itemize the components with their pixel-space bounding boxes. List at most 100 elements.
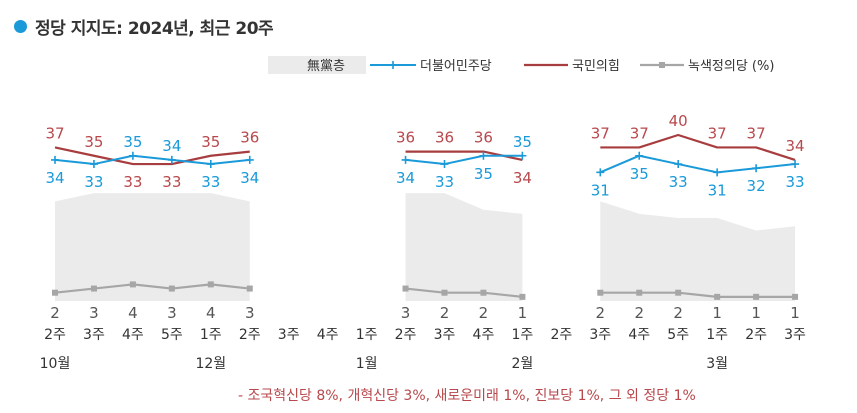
- green-party-data-label: 2: [596, 304, 606, 322]
- ppp-data-label: 37: [708, 124, 727, 142]
- democratic-marker: [440, 160, 449, 169]
- democratic-marker: [167, 155, 176, 164]
- x-month-label: 1월: [356, 356, 378, 372]
- x-month-label: 10월: [40, 356, 71, 372]
- green-party-data-label: 1: [751, 304, 761, 322]
- x-tick-label: 1주: [512, 327, 534, 343]
- undecided-area-2: [405, 193, 523, 301]
- x-tick-label: 3주: [434, 327, 456, 343]
- green-party-marker: [207, 281, 214, 288]
- green-party-marker: [519, 293, 526, 300]
- democratic-marker: [479, 151, 488, 160]
- green-party-marker: [129, 281, 136, 288]
- green-party-marker: [753, 293, 760, 300]
- ppp-data-label: 36: [240, 129, 259, 147]
- legend-label-green-party: 녹색정의당 (%): [688, 59, 774, 74]
- x-tick-label: 3주: [784, 327, 806, 343]
- chart-legend: 無黨층 더불어민주당 국민의힘 녹색정의당 (%): [268, 56, 774, 74]
- democratic-data-label: 34: [240, 169, 259, 187]
- green-party-data-label: 3: [89, 304, 99, 322]
- green-party-marker: [441, 289, 448, 296]
- democratic-data-label: 33: [786, 173, 805, 191]
- green-party-data-label: 2: [50, 304, 60, 322]
- ppp-data-label: 37: [747, 124, 766, 142]
- green-party-marker: [246, 285, 253, 292]
- ppp-line-1: [54, 146, 250, 166]
- democratic-data-label: 33: [435, 173, 454, 191]
- x-tick-label: 2주: [44, 327, 66, 343]
- green-party-marker: [90, 285, 97, 292]
- ppp-data-label: 35: [84, 133, 103, 151]
- undecided-area-3: [600, 201, 796, 301]
- x-tick-label: 4주: [122, 327, 144, 343]
- green-party-data-label: 1: [712, 304, 722, 322]
- democratic-data-label: 33: [669, 173, 688, 191]
- legend-label-ppp: 국민의힘: [572, 59, 620, 74]
- green-party-marker: [480, 289, 487, 296]
- democratic-marker: [128, 151, 137, 160]
- democratic-line-2: [405, 154, 523, 166]
- green-party-data-label: 3: [167, 304, 177, 322]
- x-axis: 2주 3주 4주 5주 1주 2주 3주 4주 1주 2주 3주 4주 1주 2주 3주 4주 5주 1주 2주 3주…: [40, 327, 806, 372]
- ppp-data-label: 37: [630, 124, 649, 142]
- chart-title: 정당 지지도: 2024년, 최근 20주: [35, 19, 274, 39]
- undecided-area-1: [55, 193, 250, 301]
- green-party-marker: [675, 289, 682, 296]
- green-party-marker: [714, 293, 721, 300]
- ppp-data-label: 34: [513, 169, 532, 187]
- democratic-data-label: 32: [747, 177, 766, 195]
- x-tick-label: 3주: [278, 327, 300, 343]
- ppp-data-label: 36: [396, 129, 415, 147]
- green-party-marker: [597, 289, 604, 296]
- green-party-line-2: [405, 287, 523, 298]
- x-tick-label: 5주: [161, 327, 183, 343]
- green-party-data-label: 2: [634, 304, 644, 322]
- ppp-data-label: 33: [123, 173, 142, 191]
- ppp-data-label: 33: [162, 173, 181, 191]
- legend-marker-democratic: [389, 61, 397, 69]
- democratic-data-label: 31: [591, 181, 610, 199]
- democratic-marker: [51, 155, 59, 164]
- green-party-data-label: 4: [206, 304, 216, 322]
- x-tick-label: 4주: [473, 327, 495, 343]
- democratic-data-label: 35: [123, 133, 142, 151]
- green-party-data-label: 2: [673, 304, 683, 322]
- democratic-marker: [401, 155, 410, 164]
- democratic-marker: [674, 160, 683, 169]
- chart-title-group: 정당 지지도: 2024년, 최근 20주: [14, 14, 274, 39]
- undecided-area-layer: [55, 193, 796, 301]
- ppp-data-label: 37: [45, 124, 64, 142]
- green-party-line-1: [54, 283, 250, 294]
- ppp-data-label: 40: [669, 112, 688, 130]
- x-tick-label: 2주: [395, 327, 417, 343]
- democratic-marker: [596, 168, 605, 177]
- democratic-data-label: 34: [45, 169, 64, 187]
- green-party-data-label: 3: [245, 304, 255, 322]
- democratic-data-label: 35: [513, 133, 532, 151]
- democratic-line-3: [599, 154, 796, 174]
- ppp-data-label: 37: [591, 124, 610, 142]
- x-tick-label: 2주: [239, 327, 261, 343]
- green-party-marker: [52, 289, 58, 296]
- legend-label-undecided: 無黨층: [307, 59, 345, 74]
- legend-swatch-undecided: [268, 56, 366, 74]
- green-party-marker: [168, 285, 175, 292]
- legend-label-democratic: 더불어민주당: [420, 59, 492, 74]
- x-tick-label: 3주: [589, 327, 611, 343]
- x-tick-label: 2주: [745, 327, 767, 343]
- green-party-line-3: [600, 291, 796, 298]
- green-party-data-label: 1: [790, 304, 800, 322]
- legend-marker-green-party: [659, 62, 665, 68]
- ppp-data-label: 36: [474, 129, 493, 147]
- democratic-marker: [752, 164, 761, 173]
- democratic-data-label: 33: [84, 173, 103, 191]
- democratic-marker: [245, 155, 254, 164]
- democratic-data-label: 34: [162, 137, 181, 155]
- democratic-data-label: 35: [630, 165, 649, 183]
- democratic-marker: [206, 160, 215, 169]
- democratic-data-label: 34: [396, 169, 415, 187]
- ppp-data-label: 34: [786, 137, 805, 155]
- green-party-data-label: 1: [518, 304, 528, 322]
